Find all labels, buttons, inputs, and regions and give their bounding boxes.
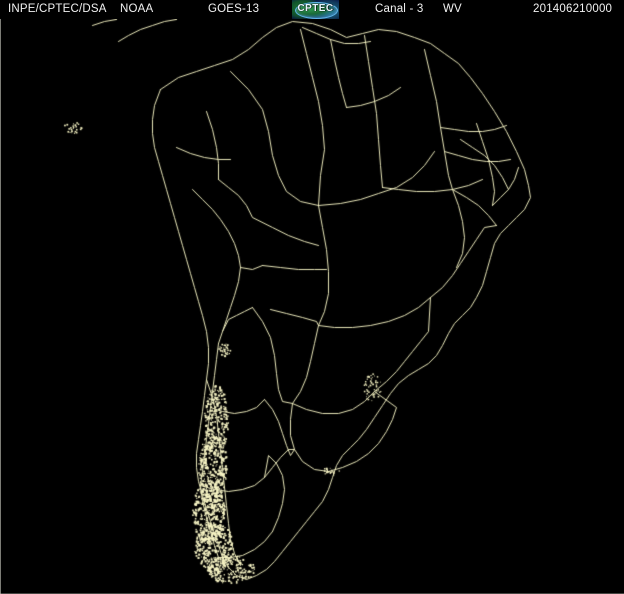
image-header-bar: INPE/CPTEC/DSA NOAA GOES-13 CPTEC Canal … <box>0 0 624 19</box>
cptec-logo-icon: CPTEC <box>292 0 339 19</box>
header-product-label: WV <box>443 3 462 15</box>
header-agency-label: INPE/CPTEC/DSA <box>8 3 107 15</box>
cptec-logo-text: CPTEC <box>297 3 334 14</box>
satellite-image-frame <box>0 19 624 594</box>
header-channel-label: Canal - 3 <box>375 3 424 15</box>
satellite-image-canvas <box>0 19 624 594</box>
header-timestamp-label: 201406210000 <box>533 3 613 15</box>
cptec-logo-globe-icon <box>295 2 338 19</box>
header-source-label: NOAA <box>120 3 154 15</box>
header-satellite-label: GOES-13 <box>208 3 260 15</box>
